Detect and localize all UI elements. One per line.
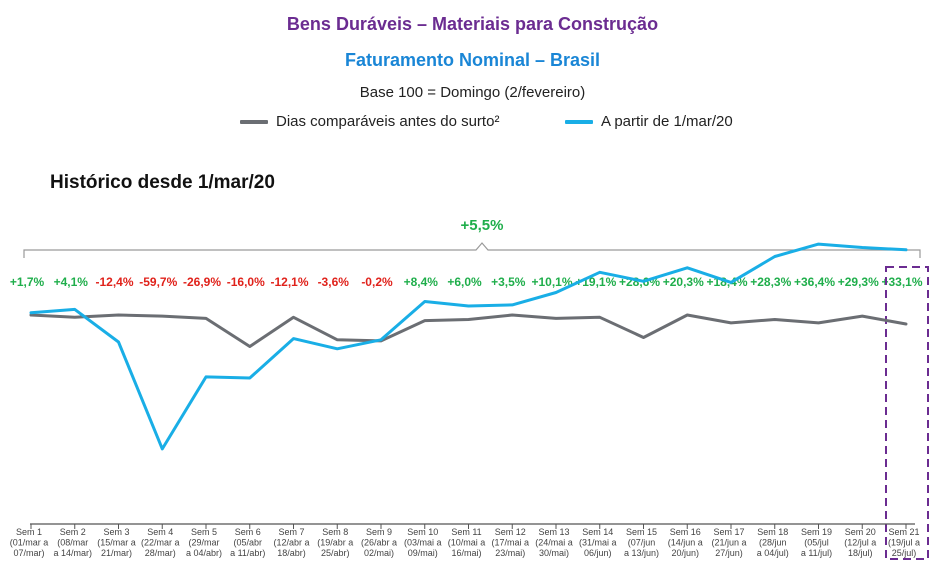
x-tick-label: Sem 18 (28/jun a 04/jul) xyxy=(757,527,789,558)
x-tick-label: Sem 1 (01/mar a 07/mar) xyxy=(10,527,49,558)
base-note: Base 100 = Domingo (2/fevereiro) xyxy=(359,84,586,101)
overall-brace xyxy=(23,242,921,258)
legend-item-from-march: A partir de 1/mar/20 xyxy=(565,113,733,130)
weekly-change-label: +36,4% xyxy=(794,275,835,289)
chart-title: Bens Duráveis – Materiais para Construçã… xyxy=(286,14,659,34)
weekly-change-label: +28,3% xyxy=(750,275,791,289)
legend-label-pre-outbreak: Dias comparáveis antes do surto² xyxy=(276,113,500,130)
x-tick-label: Sem 17 (21/jun a 27/jun) xyxy=(711,527,746,558)
x-tick-label: Sem 4 (22/mar a 28/mar) xyxy=(141,527,180,558)
x-tick-label: Sem 12 (17/mai a 23/mai) xyxy=(491,527,529,558)
x-tick-label: Sem 7 (12/abr a 18/abr) xyxy=(273,527,309,558)
weekly-change-label: +6,0% xyxy=(447,275,482,289)
series-line-pre-outbreak xyxy=(29,313,908,348)
x-tick-label: Sem 2 (08/mar a 14/mar) xyxy=(53,527,92,558)
legend-label-from-march: A partir de 1/mar/20 xyxy=(601,113,733,130)
weekly-change-label: -16,0% xyxy=(227,275,265,289)
x-tick-label: Sem 21 (19/jul a 25/jul) xyxy=(888,527,920,558)
weekly-change-label: -12,1% xyxy=(270,275,308,289)
weekly-change-label: -59,7% xyxy=(139,275,177,289)
x-tick-label: Sem 6 (05/abr a 11/abr) xyxy=(230,527,265,558)
x-tick-label: Sem 5 (29/mar a 04/abr) xyxy=(186,527,222,558)
weekly-change-label: +4,1% xyxy=(54,275,89,289)
weekly-change-label: +3,5% xyxy=(491,275,526,289)
weekly-change-label: +1,7% xyxy=(10,275,45,289)
weekly-change-label: -0,2% xyxy=(361,275,393,289)
legend-item-pre-outbreak: Dias comparáveis antes do surto² xyxy=(240,113,499,130)
current-week-highlight xyxy=(885,266,929,560)
x-tick-label: Sem 13 (24/mai a 30/mai) xyxy=(535,527,573,558)
x-tick-label: Sem 11 (10/mai a 16/mai) xyxy=(448,527,486,558)
overall-change-label: +5,5% xyxy=(461,217,504,234)
weekly-change-labels: +1,7% +4,1% -12,4% -59,7% -26,9% -16,0% -12,1%… xyxy=(10,275,923,289)
x-tick-label: Sem 10 (03/mai a 09/mai) xyxy=(404,527,442,558)
weekly-change-label: +33,1% xyxy=(881,275,922,289)
weekly-change-label: +10,1% xyxy=(531,275,572,289)
weekly-change-label: +8,4% xyxy=(404,275,439,289)
legend: Dias comparáveis antes do surto² A parti… xyxy=(0,113,945,135)
series-lines xyxy=(29,242,908,451)
weekly-change-label: +20,3% xyxy=(663,275,704,289)
x-tick-label: Sem 8 (19/abr a 25/abr) xyxy=(317,527,353,558)
legend-swatch-pre-outbreak xyxy=(240,119,268,124)
x-tick-label: Sem 3 (15/mar a 21/mar) xyxy=(97,527,136,558)
section-title: Histórico desde 1/mar/20 xyxy=(50,172,275,193)
weekly-change-label: +29,3% xyxy=(838,275,879,289)
weekly-change-label: -3,6% xyxy=(318,275,350,289)
x-tick-label: Sem 9 (26/abr a 02/mai) xyxy=(361,527,397,558)
series-line-from-march xyxy=(29,242,908,451)
chart-subtitle: Faturamento Nominal – Brasil xyxy=(344,50,601,70)
weekly-change-label: -26,9% xyxy=(183,275,221,289)
x-tick-label: Sem 14 (31/mai a 06/jun) xyxy=(579,527,617,558)
legend-swatch-from-march xyxy=(565,119,593,124)
x-tick-label: Sem 19 (05/jul a 11/jul) xyxy=(801,527,832,558)
weekly-change-label: -12,4% xyxy=(95,275,133,289)
x-tick-label: Sem 16 (14/jun a 20/jun) xyxy=(668,527,703,558)
x-axis-ticks: Sem 1 (01/mar a 07/mar)Sem 2 (08/mar a 14/ma… xyxy=(10,524,920,558)
x-tick-label: Sem 15 (07/jun a 13/jun) xyxy=(624,527,659,558)
x-tick-label: Sem 20 (12/jul a 18/jul) xyxy=(844,527,876,558)
